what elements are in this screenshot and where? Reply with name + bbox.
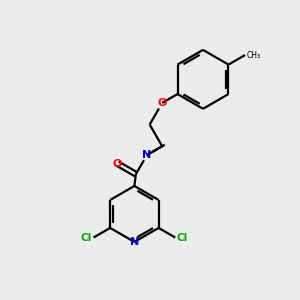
Text: Cl: Cl [177,232,188,242]
Text: Cl: Cl [81,232,92,242]
Text: O: O [113,159,122,169]
Text: CH₃: CH₃ [247,50,261,59]
Text: N: N [142,150,152,160]
Text: O: O [158,98,167,108]
Text: N: N [130,237,139,247]
